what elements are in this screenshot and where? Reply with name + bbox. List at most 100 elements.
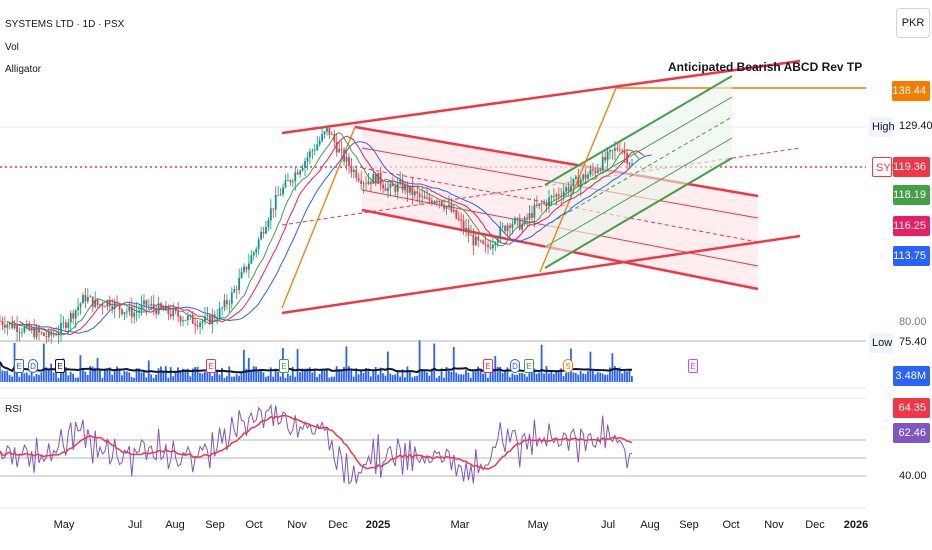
event-marker[interactable]: E (14, 359, 24, 373)
candle-body (213, 314, 216, 319)
candle-body (67, 322, 70, 328)
candle-body (513, 218, 516, 224)
candle-body (423, 196, 426, 199)
candle-body (50, 331, 53, 336)
candle-body (262, 231, 265, 234)
event-marker[interactable]: E (55, 359, 65, 373)
rsi-ma-line (0, 414, 633, 470)
volume-bar (142, 370, 145, 382)
candle-body (45, 336, 48, 338)
event-marker[interactable]: E (483, 359, 493, 373)
volume-bar (333, 376, 336, 382)
candle-body (489, 247, 492, 249)
candle-body (518, 217, 521, 230)
volume-bar (601, 373, 604, 382)
event-marker[interactable]: D (28, 359, 38, 373)
candle-body (426, 197, 428, 199)
candle-body (57, 333, 60, 336)
candle-body (472, 234, 475, 246)
candle-body (143, 300, 145, 305)
volume-bar (194, 367, 197, 382)
candle-body (545, 202, 548, 206)
candle-body (428, 197, 431, 201)
volume-bar (391, 375, 394, 382)
candle-body (277, 194, 280, 196)
candle-body (596, 170, 599, 173)
volume-bar (279, 376, 282, 382)
candle-body (399, 180, 402, 184)
volume-bar (365, 368, 367, 382)
volume-bar (606, 374, 609, 382)
candle-body (165, 306, 167, 311)
candle-body (233, 289, 236, 293)
volume-bar (511, 373, 514, 382)
candle-body (416, 191, 419, 194)
candle-body (64, 322, 67, 328)
candle-body (394, 186, 397, 192)
volume-bar (301, 368, 304, 382)
candle-body (247, 263, 250, 270)
candle-body (409, 185, 411, 193)
volume-bar (579, 371, 582, 382)
candle-body (548, 197, 550, 206)
candle-body (621, 150, 624, 152)
indicator-alligator[interactable]: Alligator (5, 64, 42, 75)
volume-bar (140, 372, 143, 382)
candle-body (504, 225, 507, 232)
candle-body (492, 244, 494, 249)
candle-body (145, 300, 148, 306)
volume-bar (545, 366, 548, 382)
event-marker[interactable]: E (524, 359, 534, 373)
currency-button[interactable]: PKR (896, 8, 930, 38)
event-marker[interactable]: E (279, 359, 289, 373)
candle-body (609, 150, 611, 152)
event-marker[interactable]: S (563, 359, 573, 373)
volume-bar (52, 372, 55, 382)
time-tick: Jul (600, 519, 616, 531)
volume-bar (496, 366, 499, 382)
candle-body (538, 203, 541, 206)
event-marker[interactable]: E (688, 359, 698, 373)
volume-bar (77, 377, 79, 382)
volume-bar (572, 372, 575, 382)
indicator-vol[interactable]: Vol (5, 42, 19, 53)
candle-body (245, 266, 248, 270)
candle-body (265, 226, 267, 234)
candle-body (69, 313, 72, 323)
volume-bar (23, 373, 26, 382)
volume-bar (208, 372, 211, 382)
candle-body (328, 128, 331, 135)
volume-bar (421, 369, 423, 382)
candle-body (465, 227, 467, 230)
event-marker[interactable]: D (510, 359, 520, 373)
candle-body (99, 304, 101, 306)
candle-body (316, 144, 319, 151)
symbol-title[interactable]: SYSTEMS LTD · 1D · PSX (5, 19, 125, 30)
time-tick: Oct (245, 519, 263, 531)
volume-bar (379, 367, 382, 382)
rsi-title[interactable]: RSI (5, 404, 22, 415)
volume-bar (67, 375, 70, 382)
candle-body (523, 217, 526, 225)
candle-body (157, 303, 160, 314)
time-tick: Oct (722, 519, 740, 531)
volume-bar (11, 376, 14, 382)
last-price-tag: 119.36 (893, 157, 930, 177)
volume-bar (8, 374, 11, 382)
volume-bar (125, 371, 128, 382)
high-price: 129.40 (899, 120, 932, 132)
candle-body (23, 326, 26, 332)
volume-bar (20, 367, 23, 382)
volume-bar (47, 368, 50, 382)
volume-bar (611, 353, 614, 382)
rsi-tag: 64.35 (893, 398, 930, 418)
candle-body (169, 313, 172, 317)
candle-body (543, 202, 546, 204)
volume-bars (0, 340, 633, 382)
candle-body (540, 203, 543, 205)
time-tick: 2026 (843, 519, 869, 531)
event-marker[interactable]: E (206, 359, 216, 373)
time-tick: Jul (127, 519, 143, 531)
volume-bar (594, 374, 597, 382)
volume-bar (618, 367, 621, 382)
